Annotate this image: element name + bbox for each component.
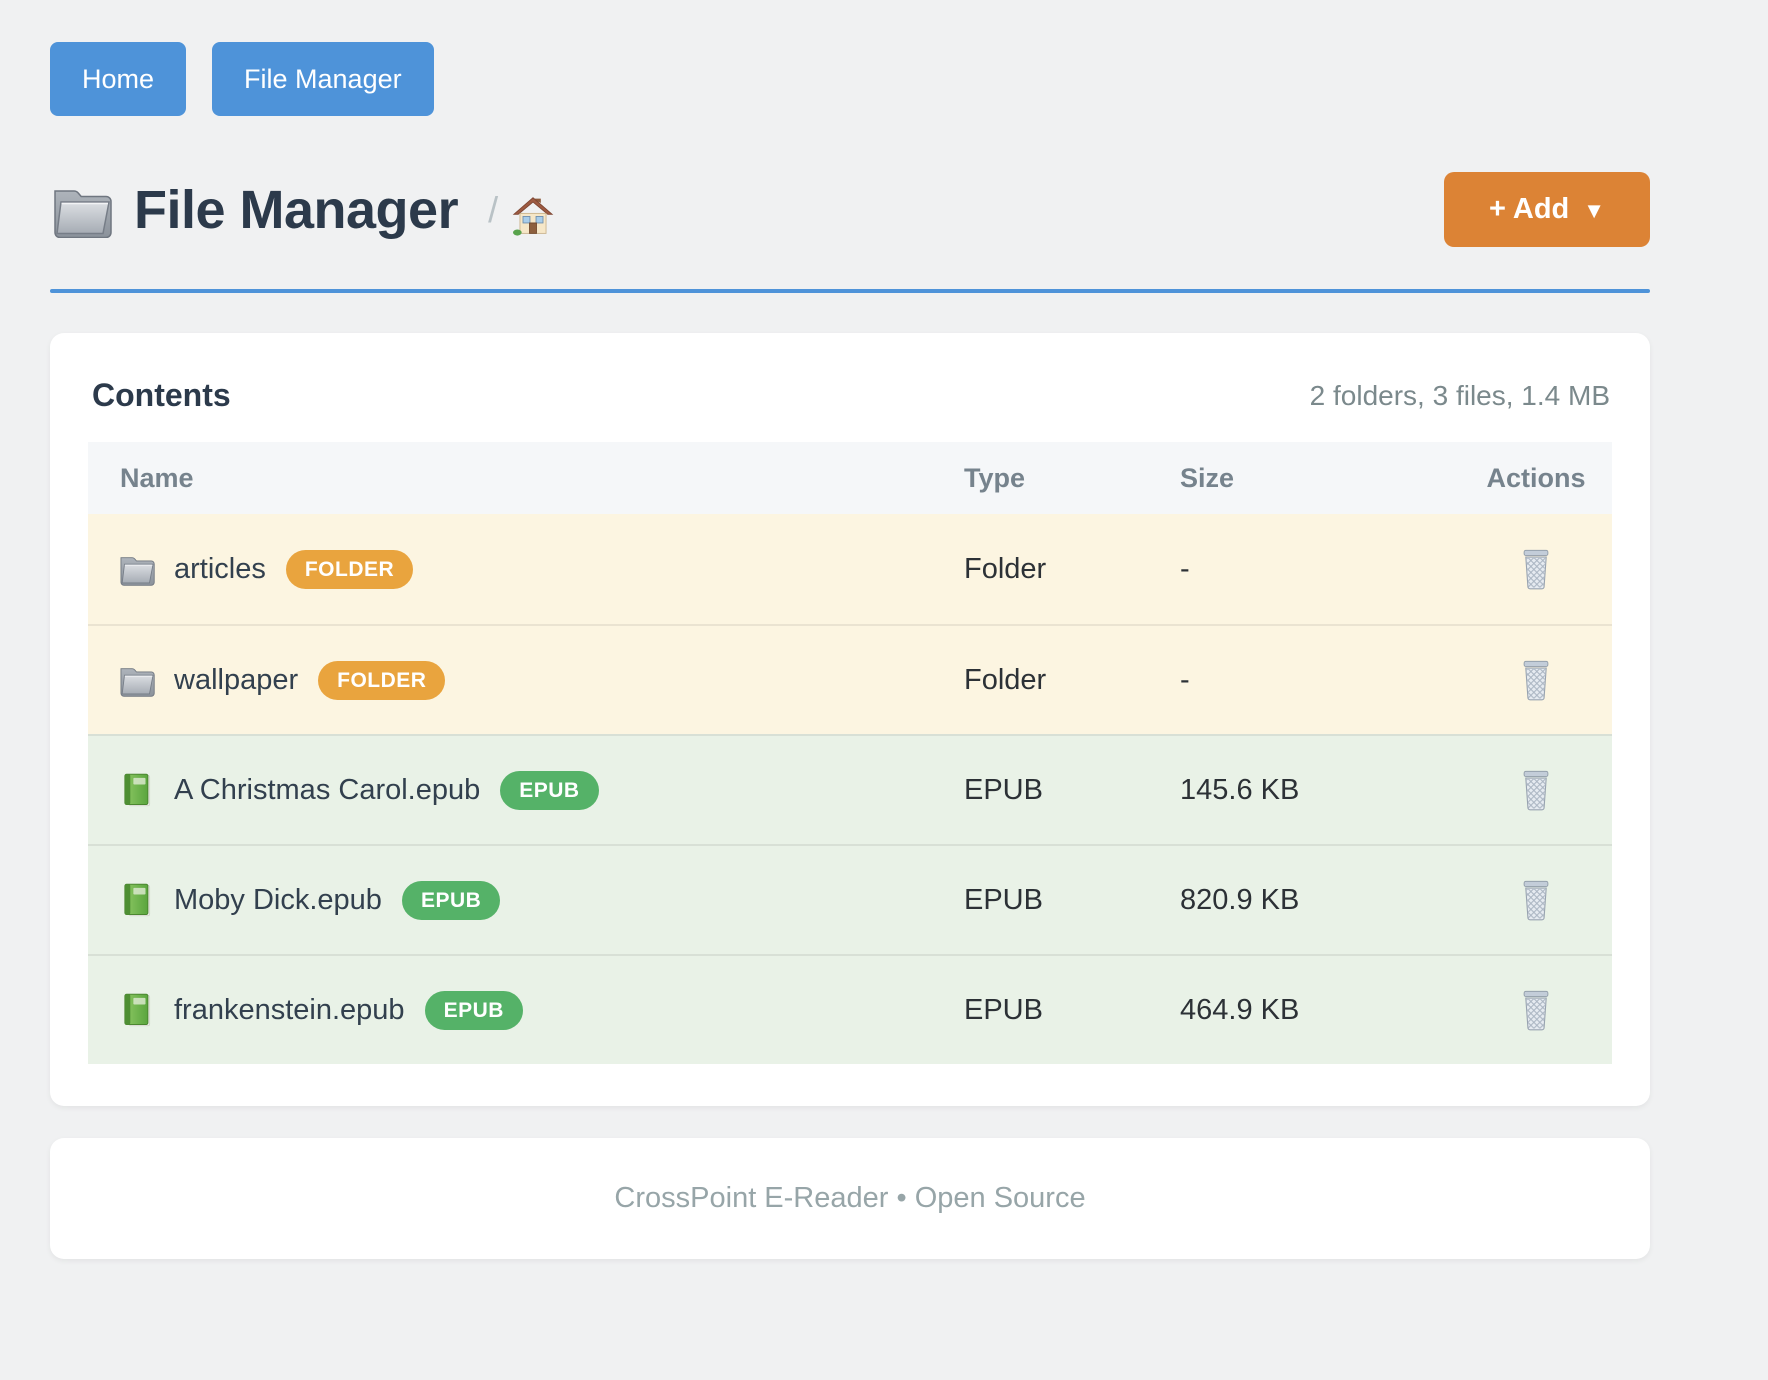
book-icon bbox=[118, 773, 156, 807]
contents-card: Contents 2 folders, 3 files, 1.4 MB Name… bbox=[50, 333, 1650, 1106]
nav-home-button[interactable]: Home bbox=[50, 42, 187, 116]
nav-file-manager-button[interactable]: File Manager bbox=[212, 42, 434, 116]
footer-card: CrossPoint E-Reader • Open Source bbox=[50, 1138, 1650, 1259]
size-cell: 464.9 KB bbox=[1180, 993, 1300, 1026]
column-header-type: Type bbox=[964, 462, 1026, 493]
trash-icon bbox=[1519, 548, 1553, 590]
add-button[interactable]: + Add ▼ bbox=[1444, 172, 1650, 247]
trash-icon bbox=[1519, 659, 1553, 701]
epub-badge: EPUB bbox=[500, 770, 599, 810]
title-group: File Manager / bbox=[50, 179, 554, 241]
folder-icon bbox=[50, 182, 114, 238]
size-cell: 820.9 KB bbox=[1180, 883, 1300, 916]
page: Home File Manager File Manager / + Add ▼… bbox=[50, 42, 1700, 1259]
table-row: Moby Dick.epub EPUB EPUB 820.9 KB bbox=[88, 844, 1612, 954]
header-divider bbox=[50, 289, 1650, 293]
folder-badge: FOLDER bbox=[318, 660, 446, 700]
type-cell: EPUB bbox=[964, 883, 1043, 916]
delete-button[interactable] bbox=[1515, 544, 1557, 594]
footer-text: CrossPoint E-Reader • Open Source bbox=[614, 1182, 1086, 1214]
size-cell: - bbox=[1180, 663, 1190, 696]
trash-icon bbox=[1519, 989, 1553, 1031]
trash-icon bbox=[1519, 879, 1553, 921]
size-cell: - bbox=[1180, 552, 1190, 585]
chevron-down-icon: ▼ bbox=[1583, 197, 1606, 223]
top-nav: Home File Manager bbox=[50, 42, 1700, 116]
page-header: File Manager / + Add ▼ bbox=[50, 172, 1650, 247]
column-header-name: Name bbox=[120, 462, 194, 493]
page-title: File Manager bbox=[134, 179, 459, 240]
folder-icon bbox=[118, 552, 156, 586]
epub-badge: EPUB bbox=[401, 880, 501, 920]
table-row: frankenstein.epub EPUB EPUB 464.9 KB bbox=[88, 954, 1612, 1064]
contents-summary: 2 folders, 3 files, 1.4 MB bbox=[1309, 379, 1610, 411]
file-name-link[interactable]: Moby Dick.epub bbox=[174, 883, 382, 916]
table-row: wallpaper FOLDER Folder - bbox=[88, 624, 1612, 734]
type-cell: Folder bbox=[964, 552, 1047, 585]
folder-icon bbox=[118, 663, 156, 697]
delete-button[interactable] bbox=[1515, 985, 1557, 1035]
delete-button[interactable] bbox=[1515, 655, 1557, 705]
folder-badge: FOLDER bbox=[285, 549, 414, 589]
card-header: Contents 2 folders, 3 files, 1.4 MB bbox=[88, 371, 1612, 414]
add-button-label: + Add bbox=[1488, 193, 1570, 225]
contents-title: Contents bbox=[92, 377, 231, 413]
table-header-row: Name Type Size Actions bbox=[88, 442, 1612, 514]
delete-button[interactable] bbox=[1515, 765, 1557, 815]
file-table: Name Type Size Actions articles FOLDER F… bbox=[88, 442, 1612, 1064]
table-row: A Christmas Carol.epub EPUB EPUB 145.6 K… bbox=[88, 734, 1612, 844]
file-name-link[interactable]: wallpaper bbox=[174, 663, 299, 696]
table-row: articles FOLDER Folder - bbox=[88, 514, 1612, 624]
column-header-size: Size bbox=[1180, 462, 1235, 493]
delete-button[interactable] bbox=[1515, 875, 1557, 925]
breadcrumb-separator: / bbox=[488, 188, 499, 230]
file-name-link[interactable]: frankenstein.epub bbox=[174, 993, 405, 1026]
book-icon bbox=[118, 993, 156, 1027]
epub-badge: EPUB bbox=[424, 990, 523, 1030]
type-cell: EPUB bbox=[964, 993, 1043, 1026]
trash-icon bbox=[1519, 769, 1553, 811]
file-name-link[interactable]: articles bbox=[174, 552, 266, 585]
book-icon bbox=[118, 883, 156, 917]
size-cell: 145.6 KB bbox=[1180, 773, 1300, 806]
home-icon[interactable] bbox=[512, 196, 554, 236]
type-cell: EPUB bbox=[964, 773, 1043, 806]
column-header-actions: Actions bbox=[1486, 462, 1586, 493]
type-cell: Folder bbox=[964, 663, 1047, 696]
file-name-link[interactable]: A Christmas Carol.epub bbox=[174, 773, 481, 806]
